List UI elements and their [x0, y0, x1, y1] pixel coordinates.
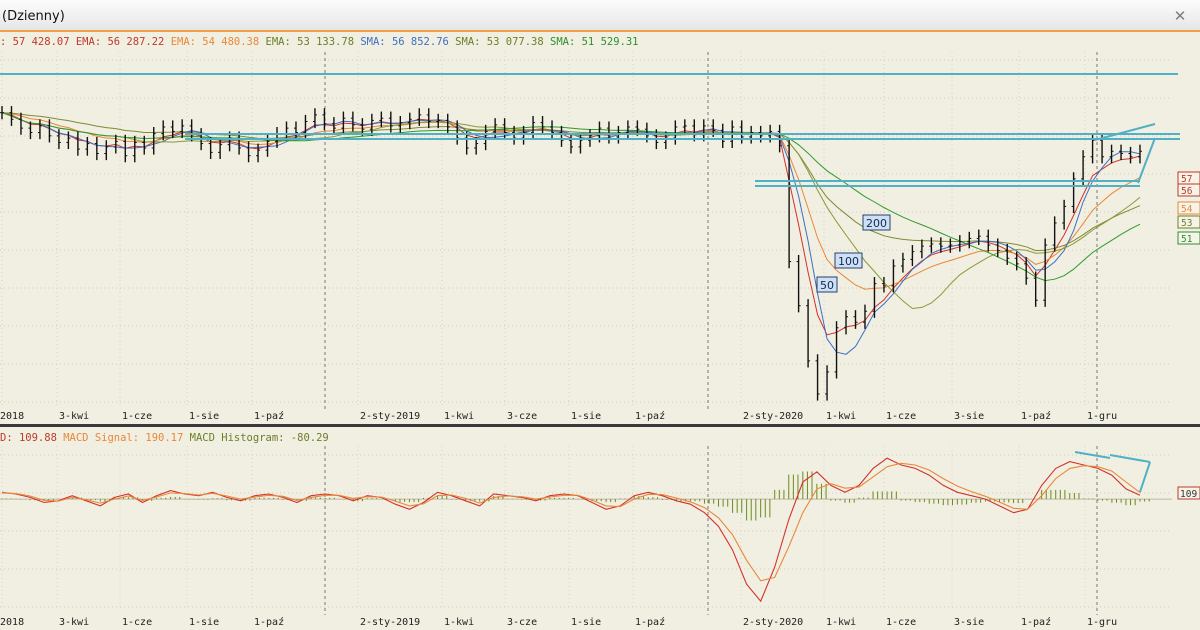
close-icon[interactable]: ✕ — [1173, 7, 1187, 25]
x-tick-label: 2-sty-2020 — [743, 411, 803, 422]
price-tag-box — [1177, 183, 1200, 197]
x-tick-label: 3-kwi — [59, 617, 89, 628]
price-tag: 54 — [1181, 204, 1193, 215]
macd-trendline — [1109, 454, 1151, 463]
ma-label: 100 — [838, 255, 859, 268]
price-tag-box — [1177, 215, 1200, 229]
trendline — [1137, 137, 1156, 184]
ma-label-box — [834, 252, 863, 269]
x-tick-label: 1-paź — [254, 616, 284, 628]
x-tick-label: 1-kwi — [826, 411, 856, 422]
macd-tag-box — [1177, 486, 1200, 500]
x-tick-label: 1-cze — [122, 411, 152, 422]
x-tick-label: 1-sie — [571, 411, 601, 422]
x-tick-label: 2-sty-2019 — [360, 617, 420, 628]
x-tick-label: 1-paź — [1021, 616, 1051, 628]
x-tick-label: 1-paź — [254, 410, 284, 422]
x-tick-label: 1-sie — [189, 411, 219, 422]
x-tick-label: 1-cze — [886, 411, 916, 422]
price-tag: 51 — [1181, 234, 1193, 245]
x-tick-label: 1-gru — [1087, 411, 1117, 422]
x-tick-label: 1-gru — [1087, 617, 1117, 628]
legend-item: EMA: 53 133.78 — [265, 36, 361, 48]
macd-trendline — [1139, 461, 1151, 493]
x-tick-label: 1-kwi — [444, 617, 474, 628]
x-tick-label: 3-cze — [507, 411, 537, 422]
ma-label: 50 — [820, 279, 834, 292]
x-tick-label: 1-cze — [886, 617, 916, 628]
ma-label-box — [862, 214, 891, 231]
x-tick-label: 3-kwi — [59, 411, 89, 422]
macd-legend-item: D: 109.88 — [0, 432, 64, 444]
price-tag: 53 — [1181, 218, 1192, 229]
x-tick-label: 3-sie — [954, 617, 984, 628]
legend-item: EMA: 54 480.38 — [170, 36, 266, 48]
legend-item: EMA: 56 287.22 — [75, 36, 171, 48]
x-tick-label: 2-sty-2019 — [360, 411, 420, 422]
x-tick-label: -2018 — [0, 411, 24, 422]
legend-item: SMA: 51 529.31 — [550, 36, 639, 48]
legend-item: SMA: 53 077.38 — [455, 36, 550, 48]
window-title: (Dzienny) — [2, 9, 65, 24]
macd-legend: D: 109.88 MACD Signal: 190.17 MACD Histo… — [0, 432, 329, 444]
x-tick-label: 3-cze — [507, 617, 537, 628]
legend-item: SMA: 56 852.76 — [360, 36, 456, 48]
macd-line — [1, 457, 1141, 603]
legend-item: : 57 428.07 — [0, 36, 76, 48]
x-tick-label: 3-sie — [954, 411, 984, 422]
macd-legend-item: MACD Histogram: -80.29 — [189, 432, 329, 444]
macd-legend-item: MACD Signal: 190.17 — [63, 432, 190, 444]
macd-tag: 109 — [1180, 489, 1197, 500]
indicator-legend: : 57 428.07 EMA: 56 287.22 EMA: 54 480.3… — [0, 36, 639, 48]
trendline — [1094, 123, 1156, 141]
macd-signal-line — [1, 462, 1141, 582]
x-tick-label: -2018 — [0, 617, 24, 628]
x-tick-label: 1-cze — [122, 617, 152, 628]
price-tag: 57 — [1181, 174, 1192, 185]
x-tick-label: 1-sie — [571, 617, 601, 628]
x-tick-label: 1-kwi — [444, 411, 474, 422]
ma-label: 200 — [866, 217, 887, 230]
panel-separator[interactable] — [0, 424, 1200, 427]
title-bar: (Dzienny) ✕ — [0, 0, 1200, 32]
price-tag-box — [1177, 231, 1200, 245]
macd-trendline — [1074, 451, 1111, 459]
x-tick-label: 1-paź — [1021, 410, 1051, 422]
ma-label-box — [816, 276, 838, 293]
x-tick-label: 2-sty-2020 — [743, 617, 803, 628]
price-tag-box — [1177, 201, 1200, 215]
x-tick-label: 1-paź — [635, 410, 665, 422]
price-tag: 56 — [1181, 186, 1193, 197]
x-tick-label: 1-kwi — [826, 617, 856, 628]
x-tick-label: 1-paź — [635, 616, 665, 628]
x-tick-label: 1-sie — [189, 617, 219, 628]
